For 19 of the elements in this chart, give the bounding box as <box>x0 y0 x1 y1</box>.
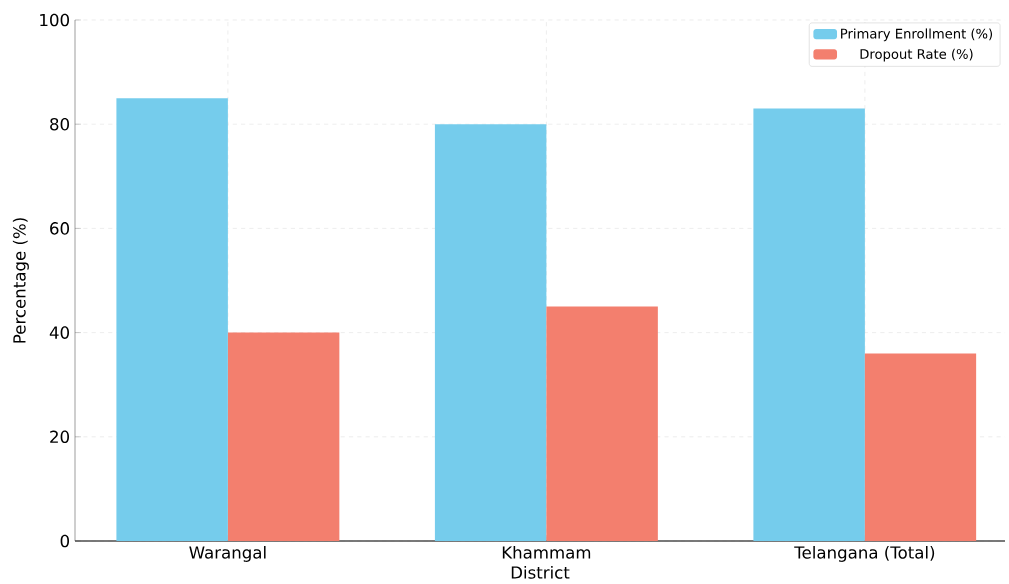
y-axis-title: Percentage (%) <box>12 218 29 343</box>
bar <box>227 332 340 541</box>
bar <box>546 306 658 541</box>
y-tick-label: 80 <box>50 117 70 131</box>
y-tick-label: 100 <box>40 13 69 27</box>
x-tick-label: Khammam <box>502 545 591 559</box>
x-axis-title: District <box>511 565 570 579</box>
bar <box>864 353 977 541</box>
legend-label: Dropout Rate (%) <box>860 48 973 62</box>
y-tick-label: 60 <box>50 222 70 235</box>
x-tick-label: Telangana (Total) <box>794 545 935 562</box>
bar <box>753 108 865 541</box>
legend-label: Primary Enrollment (%) <box>841 28 993 42</box>
y-tick-label: 0 <box>60 534 70 548</box>
bar <box>116 98 228 541</box>
y-tick-label: 20 <box>50 430 70 444</box>
bar <box>434 124 547 541</box>
x-tick-label: Warangal <box>189 545 266 562</box>
y-tick-label: 40 <box>49 326 70 339</box>
